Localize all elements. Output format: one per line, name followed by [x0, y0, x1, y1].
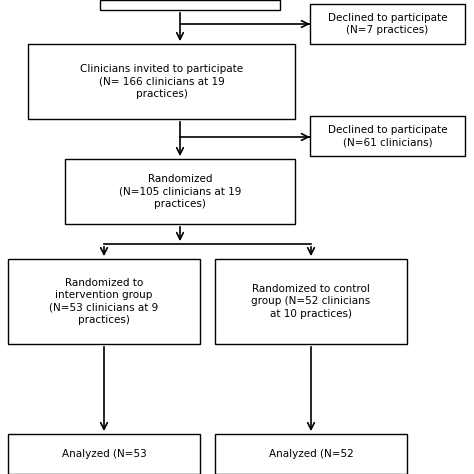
- Text: Randomized to control
group (N=52 clinicians
at 10 practices): Randomized to control group (N=52 clinic…: [251, 284, 371, 319]
- Text: Analyzed (N=52: Analyzed (N=52: [269, 449, 354, 459]
- Bar: [100, 0, 280, 10]
- Text: Randomized
(N=105 clinicians at 19
practices): Randomized (N=105 clinicians at 19 pract…: [119, 174, 241, 209]
- Bar: [65, 159, 295, 224]
- Bar: [8, 259, 200, 344]
- Text: Analyzed (N=53: Analyzed (N=53: [62, 449, 146, 459]
- Text: Randomized to
intervention group
(N=53 clinicians at 9
practices): Randomized to intervention group (N=53 c…: [49, 278, 159, 325]
- Text: Declined to participate
(N=7 practices): Declined to participate (N=7 practices): [328, 13, 447, 35]
- Text: Clinicians invited to participate
(N= 166 clinicians at 19
practices): Clinicians invited to participate (N= 16…: [80, 64, 243, 99]
- Bar: [310, 4, 465, 44]
- Text: Declined to participate
(N=61 clinicians): Declined to participate (N=61 clinicians…: [328, 125, 447, 147]
- Bar: [215, 434, 407, 474]
- Bar: [310, 116, 465, 156]
- Bar: [215, 259, 407, 344]
- Bar: [8, 434, 200, 474]
- Bar: [28, 44, 295, 119]
